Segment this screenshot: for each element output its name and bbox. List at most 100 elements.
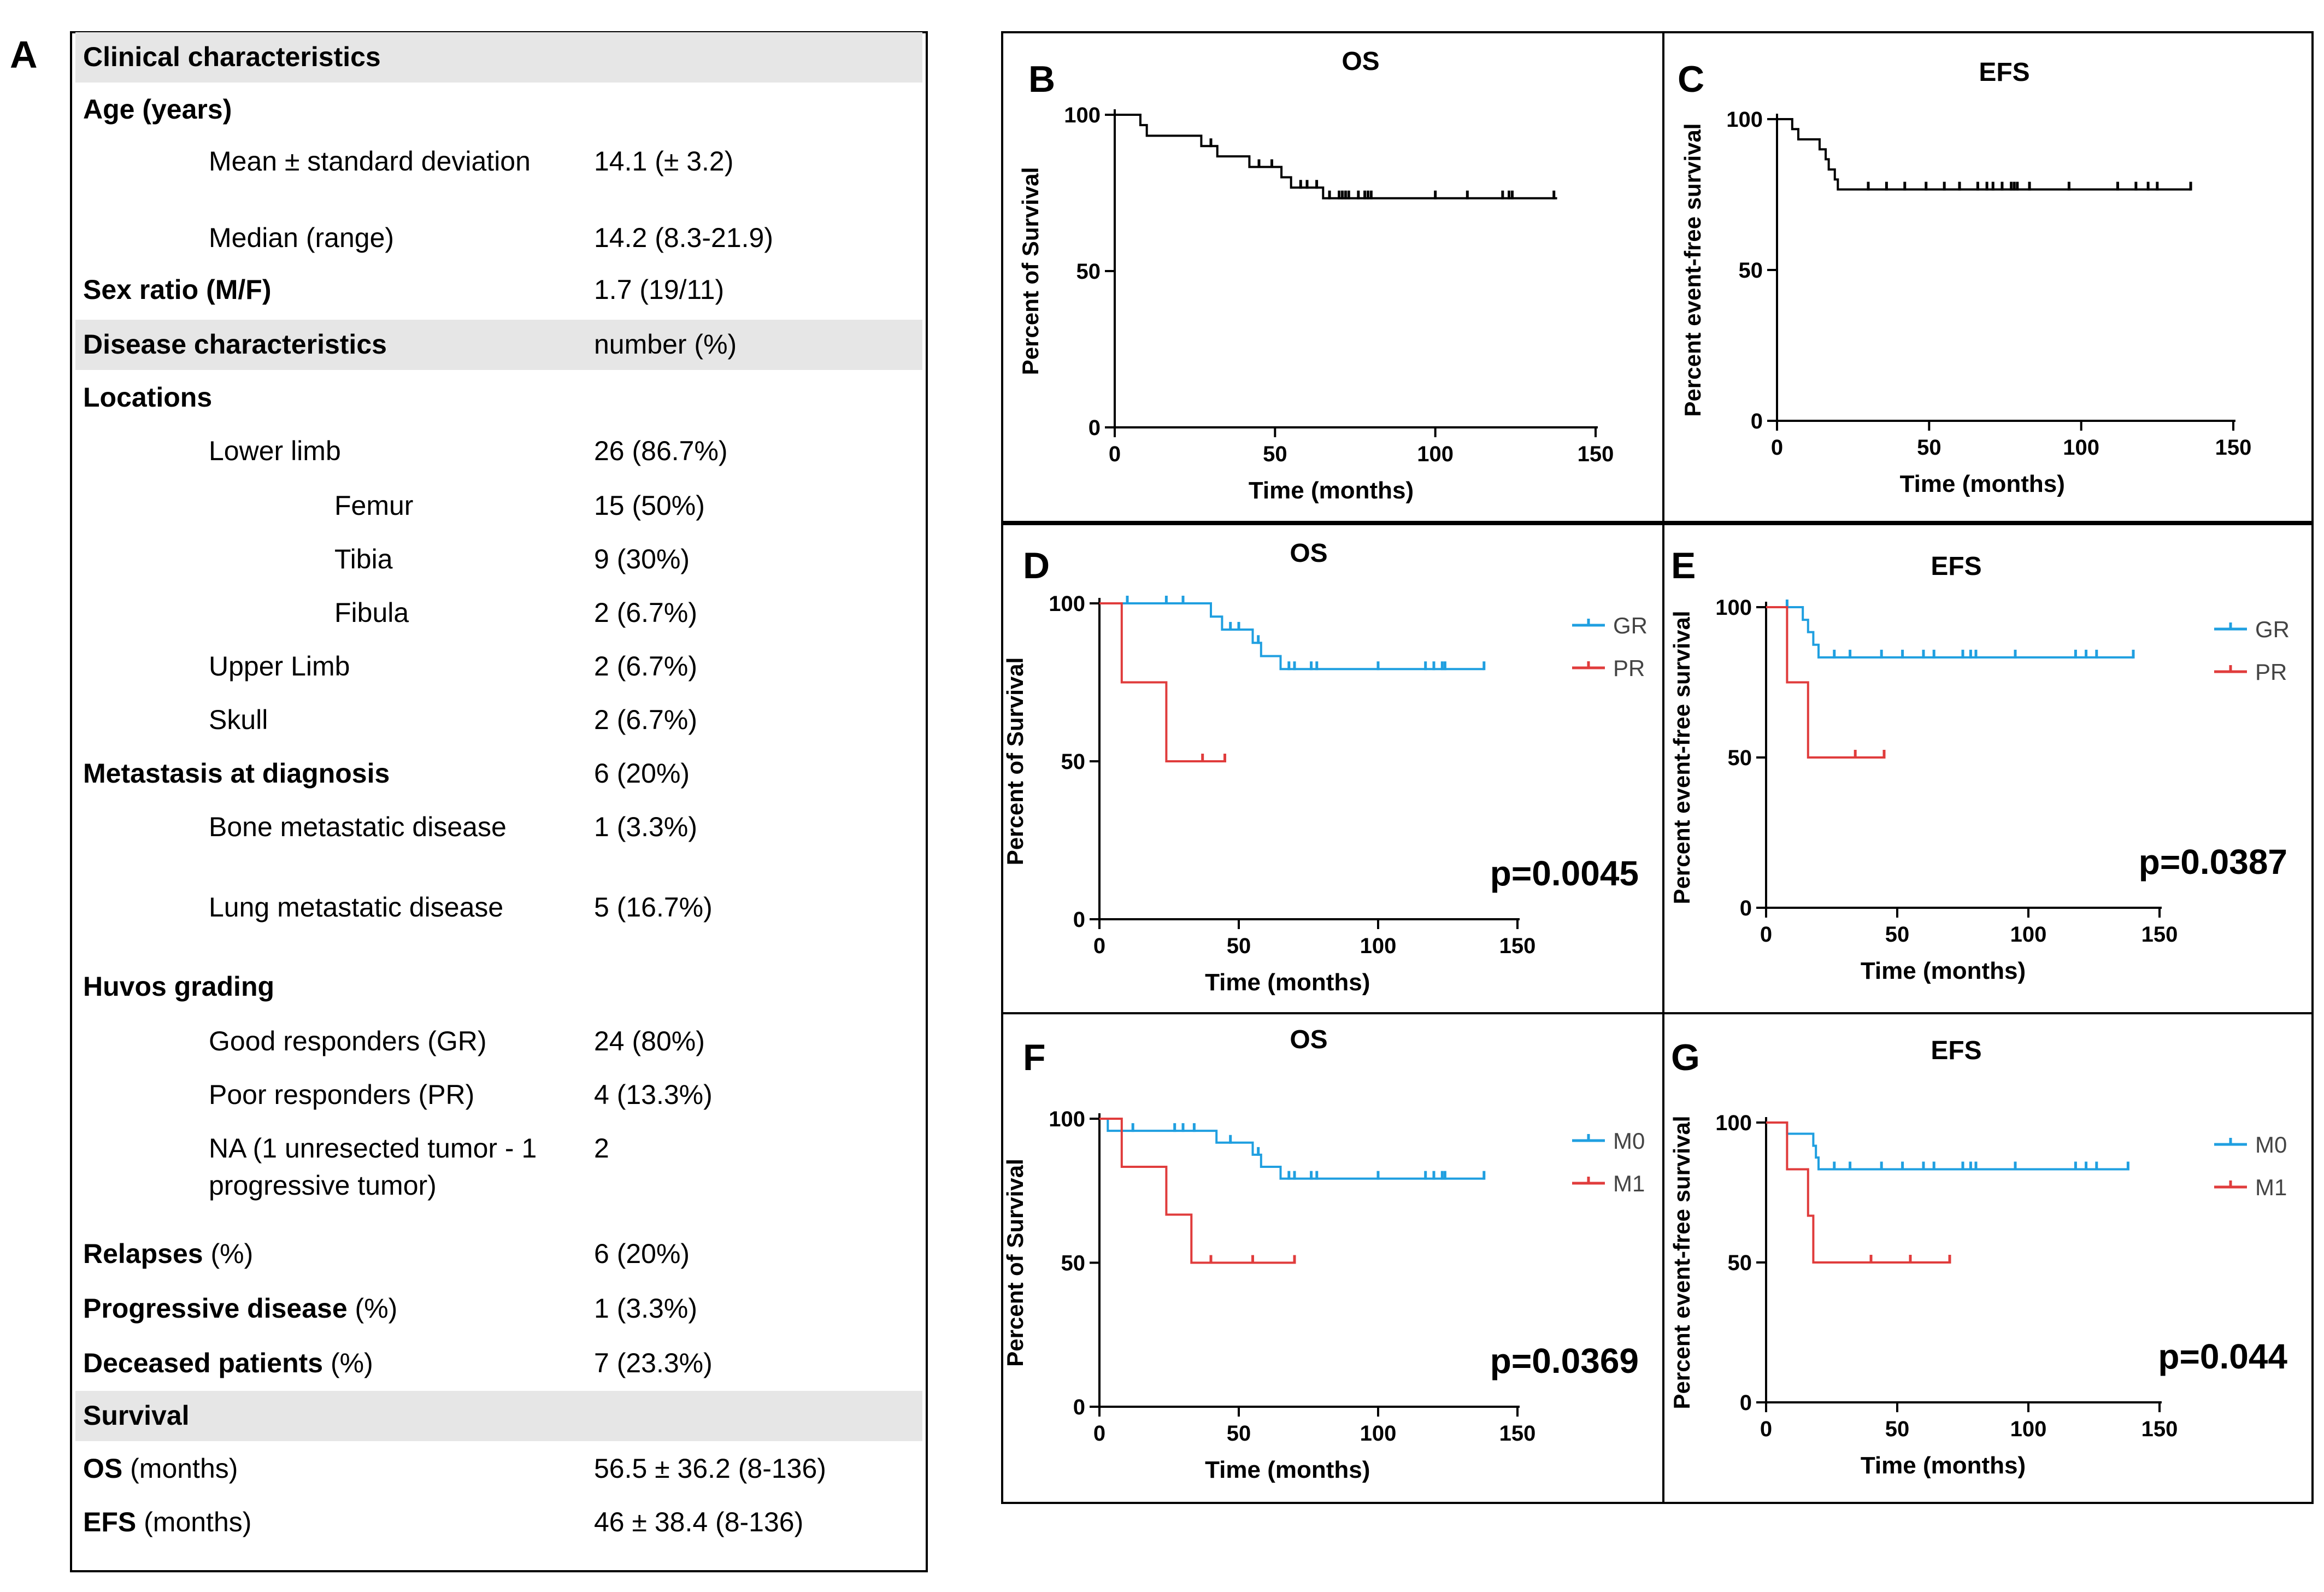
row-label: Clinical characteristics [83,42,381,72]
row-value: 15 (50%) [594,490,705,521]
row-label: Median (range) [209,222,395,253]
chart-title: EFS [1979,58,2029,87]
row-label: Tibia [334,544,393,574]
x-tick-label: 50 [1917,436,1941,460]
row-label: Lung metastatic disease [209,892,504,923]
row-value: 26 (86.7%) [594,436,728,466]
series-line-m1 [1099,1118,1295,1264]
row-label: Metastasis at diagnosis [83,758,390,789]
legend-label: M0 [1613,1128,1645,1154]
x-tick-label: 50 [1227,934,1251,958]
row-label: Good responders (GR) [209,1026,487,1056]
chart-title: OS [1342,47,1379,76]
legend-label: PR [2255,659,2287,685]
x-tick-label: 100 [2010,1417,2047,1441]
clinical-characteristics-table: Clinical characteristics Age (years) Mean … [70,31,928,1572]
y-tick-label: 100 [1064,103,1101,127]
x-axis-label: Time (months) [1249,477,1414,504]
row-value: 14.2 (8.3-21.9) [594,222,773,253]
y-tick-label: 0 [1089,416,1101,440]
row-label: Survival [83,1400,190,1431]
x-tick-label: 0 [1109,442,1121,466]
section-band [75,1391,922,1441]
x-axis-label: Time (months) [1205,969,1370,996]
y-tick-label: 50 [1739,259,1763,283]
y-axis-label: Percent event-free survival [1669,1116,1695,1409]
y-tick-label: 50 [1076,260,1101,284]
x-tick-label: 100 [1417,442,1454,466]
section-band [75,320,922,370]
row-value: number (%) [594,329,737,360]
panel-a-letter: A [10,33,38,76]
row-label: progressive tumor) [209,1170,437,1201]
p-value: p=0.0045 [1490,854,1639,893]
y-tick-label: 0 [1751,409,1763,433]
x-tick-label: 100 [2063,436,2099,460]
legend-label: M1 [1613,1171,1645,1196]
y-tick-label: 0 [1740,896,1752,920]
x-tick-label: 150 [2141,1417,2178,1441]
legend-label: GR [2255,616,2290,642]
x-tick-label: 0 [1093,1421,1105,1446]
row-value: 2 (6.7%) [594,597,697,628]
y-tick-label: 100 [1049,1107,1085,1131]
x-tick-label: 50 [1227,1421,1251,1446]
y-tick-label: 50 [1061,750,1086,774]
row-label: Poor responders (PR) [209,1079,475,1110]
row-value: 46 ± 38.4 (8-136) [594,1507,804,1537]
y-tick-label: 100 [1726,108,1763,132]
series-line-m0 [1766,1121,2128,1171]
y-tick-label: 100 [1715,1111,1752,1135]
chart-panel-c: C EFS 0 50 100 150 0 50 100 Time (months) Percent … [1662,31,2314,523]
x-tick-label: 100 [1360,1421,1397,1446]
row-label: OS (months) [83,1453,238,1484]
row-label: Bone metastatic disease [209,812,507,842]
y-tick-label: 0 [1073,1395,1085,1419]
row-value: 6 (20%) [594,758,690,789]
row-value: 7 (23.3%) [594,1348,713,1378]
x-tick-label: 50 [1885,1417,1910,1441]
panel-letter: F [1023,1037,1046,1078]
row-value: 2 (6.7%) [594,651,697,682]
chart-panel-e: E EFS 0 50 100 150 0 50 100 Time (months) Percent … [1662,523,2314,1015]
chart-title: OS [1290,1025,1327,1054]
y-tick-label: 0 [1740,1391,1752,1415]
series-line-pr [1766,606,1884,759]
series-line-pr [1099,602,1225,762]
row-value: 4 (13.3%) [594,1079,713,1110]
p-value: p=0.0369 [1490,1341,1639,1380]
y-tick-label: 100 [1049,592,1085,616]
panel-letter: E [1671,545,1696,586]
row-label: Locations [83,382,213,413]
x-tick-label: 0 [1093,934,1105,958]
panel-letter: G [1671,1037,1700,1078]
x-tick-label: 0 [1760,923,1772,947]
series-line-m0 [1099,1118,1484,1180]
legend-label: M1 [2255,1174,2287,1200]
row-value: 56.5 ± 36.2 (8-136) [594,1453,826,1484]
series-line-m1 [1766,1121,1950,1264]
row-label: Fibula [334,597,409,628]
x-tick-label: 100 [1360,934,1397,958]
x-tick-label: 150 [2141,923,2178,947]
row-value: 2 (6.7%) [594,704,697,735]
legend-label: PR [1613,655,1645,681]
x-tick-label: 50 [1885,923,1910,947]
series-line-all [1115,114,1557,199]
row-label: Deceased patients (%) [83,1348,373,1378]
row-label: Age (years) [83,94,232,125]
y-tick-label: 50 [1728,746,1752,770]
y-axis-label: Percent of Survival [1002,657,1028,865]
x-tick-label: 150 [2215,436,2252,460]
row-label: Relapses (%) [83,1238,254,1269]
chart-panel-g: G EFS 0 50 100 150 0 50 100 Time (months) Percent … [1662,1012,2314,1504]
x-axis-label: Time (months) [1205,1456,1370,1483]
km-chart-f: F OS 0 50 100 150 0 50 100 Time (months) Percent o… [1002,1025,1645,1483]
x-tick-label: 0 [1771,436,1783,460]
km-chart-g: G EFS 0 50 100 150 0 50 100 Time (months) Percent … [1669,1036,2287,1479]
km-chart-c: C EFS 0 50 100 150 0 50 100 Time (months) Percent … [1678,58,2252,497]
row-label: Femur [334,490,414,521]
x-tick-label: 150 [1499,1421,1536,1446]
km-chart-e: E EFS 0 50 100 150 0 50 100 Time (months) Percent … [1669,545,2290,984]
